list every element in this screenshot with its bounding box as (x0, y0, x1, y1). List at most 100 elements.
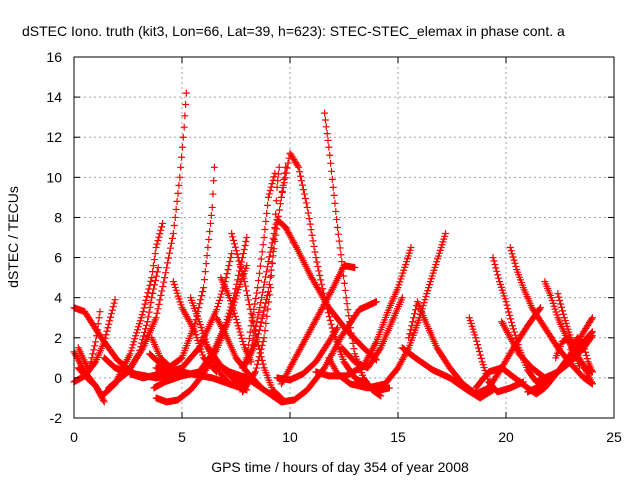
data-point (208, 203, 216, 211)
data-point (260, 334, 268, 342)
data-point (237, 331, 245, 339)
data-point (144, 313, 152, 321)
data-point (157, 291, 165, 299)
data-point (169, 229, 177, 237)
data-point (314, 262, 322, 270)
data-point (424, 287, 432, 295)
data-point (252, 322, 260, 330)
data-point (262, 273, 270, 281)
data-point (215, 296, 223, 304)
data-point (255, 326, 263, 334)
data-point (166, 249, 174, 257)
data-point (411, 310, 419, 318)
data-point (258, 341, 266, 349)
data-point (327, 320, 335, 328)
data-point (96, 390, 104, 398)
data-point (336, 244, 344, 252)
data-point (167, 239, 175, 247)
data-point (334, 223, 342, 231)
data-point (349, 339, 357, 347)
data-point (275, 163, 283, 171)
data-point (171, 213, 179, 221)
data-point (318, 280, 326, 288)
data-point (231, 243, 239, 251)
data-point (510, 328, 518, 336)
data-point (226, 297, 234, 305)
data-point (159, 283, 167, 291)
data-point (214, 303, 222, 311)
data-point (237, 264, 245, 272)
data-point (110, 299, 118, 307)
data-point (267, 183, 275, 191)
data-point (138, 311, 146, 319)
data-point (233, 289, 241, 297)
data-point (230, 240, 238, 248)
data-point (228, 303, 236, 311)
data-point (248, 341, 256, 349)
data-point (252, 364, 260, 372)
data-point (376, 391, 384, 399)
data-point (254, 357, 262, 365)
data-point (281, 174, 289, 182)
data-point (344, 306, 352, 314)
data-point (142, 296, 150, 304)
data-point (575, 362, 583, 370)
data-point (284, 159, 292, 167)
data-point (317, 276, 325, 284)
data-point (147, 277, 155, 285)
x-tick-label: 5 (178, 429, 186, 445)
data-point (140, 332, 148, 340)
data-point (103, 327, 111, 335)
data-point (258, 315, 266, 323)
data-point (351, 264, 359, 272)
data-point (155, 300, 163, 308)
data-point (233, 319, 241, 327)
data-point (305, 215, 313, 223)
data-point (341, 286, 349, 294)
data-point (104, 324, 112, 332)
data-point (255, 308, 263, 316)
data-point (253, 318, 261, 326)
data-point (268, 239, 276, 247)
data-point (138, 345, 146, 353)
data-point (102, 331, 110, 339)
data-point (229, 306, 237, 314)
data-point (235, 257, 243, 265)
y-tick-label: 6 (54, 250, 62, 266)
data-point (335, 237, 343, 245)
data-point (274, 170, 282, 178)
data-point (154, 305, 162, 313)
data-point (156, 296, 164, 304)
data-point (177, 163, 185, 171)
data-point (100, 338, 108, 346)
data-point (342, 294, 350, 302)
y-tick-label: 10 (46, 169, 62, 185)
data-point (324, 136, 332, 144)
data-point (371, 340, 379, 348)
data-point (307, 226, 315, 234)
data-point (269, 176, 277, 184)
x-tick-label: 20 (498, 429, 514, 445)
data-point (583, 355, 591, 363)
data-points (70, 89, 596, 406)
data-point (582, 351, 590, 359)
data-point (230, 236, 238, 244)
data-point (271, 225, 279, 233)
data-point (326, 316, 334, 324)
data-point (347, 329, 355, 337)
data-point (511, 331, 519, 339)
data-point (241, 278, 249, 286)
data-point (82, 359, 90, 367)
data-point (330, 191, 338, 199)
data-point (310, 242, 318, 250)
data-point (86, 362, 94, 370)
data-point (152, 244, 160, 252)
data-point (259, 311, 267, 319)
data-point (200, 284, 208, 292)
data-point (300, 190, 308, 198)
data-point (153, 309, 161, 317)
data-point (254, 313, 262, 321)
data-point (422, 293, 430, 301)
data-point (154, 264, 162, 272)
data-point (322, 297, 330, 305)
